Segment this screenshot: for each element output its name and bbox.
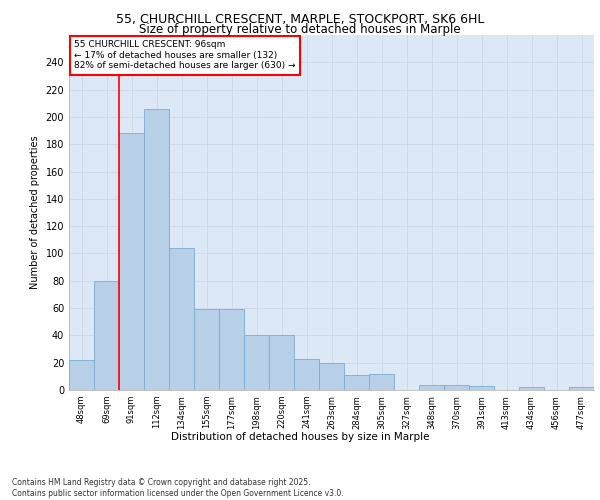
Bar	[269, 336, 294, 390]
Y-axis label: Number of detached properties: Number of detached properties	[30, 136, 40, 290]
Text: Distribution of detached houses by size in Marple: Distribution of detached houses by size …	[171, 432, 429, 442]
Bar	[569, 388, 594, 390]
Bar	[369, 374, 394, 390]
Text: 55 CHURCHILL CRESCENT: 96sqm
← 17% of detached houses are smaller (132)
82% of s: 55 CHURCHILL CRESCENT: 96sqm ← 17% of de…	[74, 40, 296, 70]
Bar	[119, 134, 144, 390]
Bar	[419, 384, 444, 390]
Bar	[69, 360, 94, 390]
Bar	[219, 310, 244, 390]
Bar	[94, 281, 119, 390]
Bar	[194, 310, 219, 390]
Text: Contains HM Land Registry data © Crown copyright and database right 2025.
Contai: Contains HM Land Registry data © Crown c…	[12, 478, 344, 498]
Bar	[444, 384, 469, 390]
Bar	[294, 358, 319, 390]
Bar	[169, 248, 194, 390]
Bar	[319, 362, 344, 390]
Bar	[519, 388, 544, 390]
Bar	[344, 375, 369, 390]
Text: Size of property relative to detached houses in Marple: Size of property relative to detached ho…	[139, 22, 461, 36]
Bar	[144, 108, 169, 390]
Bar	[469, 386, 494, 390]
Text: 55, CHURCHILL CRESCENT, MARPLE, STOCKPORT, SK6 6HL: 55, CHURCHILL CRESCENT, MARPLE, STOCKPOR…	[116, 12, 484, 26]
Bar	[244, 336, 269, 390]
